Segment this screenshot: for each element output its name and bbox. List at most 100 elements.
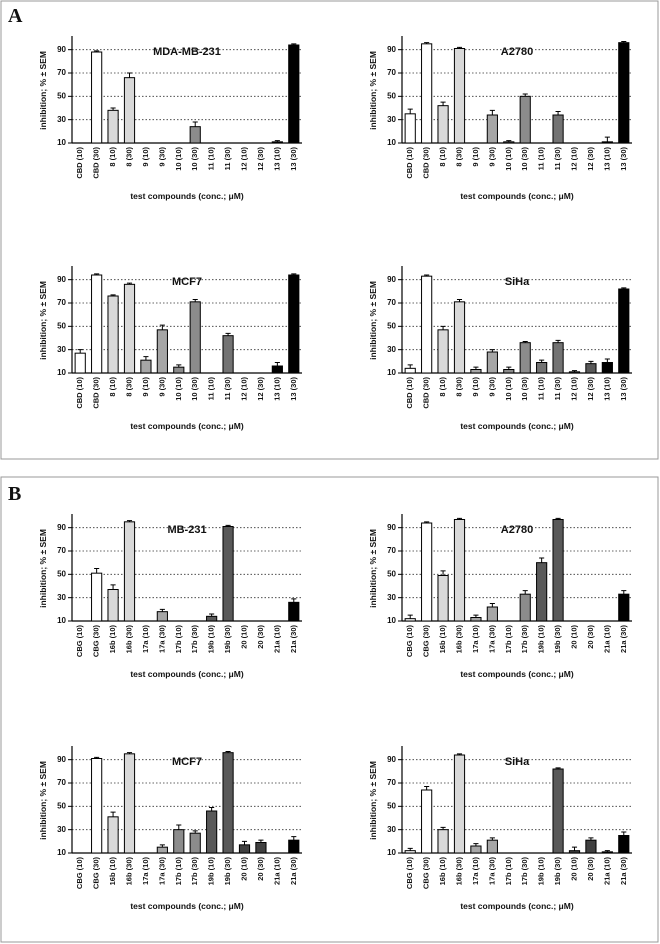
x-tick-label: CBG (30): [92, 625, 101, 658]
x-tick-label: 16b (10): [438, 625, 447, 654]
x-tick-label: 9 (30): [487, 376, 496, 396]
x-tick-label: 17a (10): [141, 857, 150, 885]
x-tick-label: 8 (30): [124, 146, 133, 166]
bar: [470, 845, 482, 854]
error-bar: [291, 43, 297, 45]
bar: [288, 274, 300, 374]
error-bar: [604, 136, 610, 142]
error-bar: [440, 826, 446, 830]
x-tick-label: 8 (10): [438, 376, 447, 396]
x-tick-label: 10 (30): [520, 146, 529, 170]
bar: [568, 371, 581, 374]
y-tick-label: 30: [387, 825, 396, 834]
y-tick-label: 90: [57, 275, 66, 284]
bar: [568, 850, 581, 854]
bar: [404, 367, 416, 374]
error-bar: [539, 359, 545, 363]
x-axis-label: test compounds (conc.; μM): [130, 191, 244, 201]
error-bar: [192, 299, 198, 302]
error-bar: [489, 837, 495, 841]
x-tick-label: 20 (30): [586, 856, 595, 880]
error-bar: [555, 339, 561, 343]
error-bar: [241, 840, 248, 845]
error-bar: [621, 41, 627, 43]
x-tick-label: 12 (30): [586, 146, 595, 170]
x-tick-label: 16b (10): [108, 857, 117, 886]
x-tick-label: 17b (30): [520, 625, 529, 654]
error-bar: [143, 356, 149, 361]
x-tick-label: 11 (10): [207, 377, 216, 401]
x-tick-label: CBD (30): [92, 376, 101, 408]
bar: [91, 572, 103, 622]
bar: [536, 562, 548, 622]
bar: [140, 359, 152, 374]
error-bar: [621, 287, 627, 289]
error-bar: [192, 121, 198, 127]
bar: [222, 752, 234, 854]
chart-title: MB-231: [167, 524, 206, 536]
bar: [536, 362, 548, 374]
x-tick-label: 11 (30): [553, 147, 562, 171]
bar: [421, 522, 433, 622]
x-tick-label: 10 (10): [504, 146, 513, 170]
x-axis-label: test compounds (conc.; μM): [130, 421, 244, 431]
bar: [206, 810, 218, 854]
y-tick-label: 90: [57, 523, 66, 532]
x-tick-label: 12 (30): [256, 376, 265, 400]
error-bar: [94, 568, 100, 574]
x-tick-label: 21a (30): [289, 857, 298, 885]
bar: [486, 114, 498, 144]
y-axis-label: inhibition; % ± SEM: [368, 529, 378, 608]
bar: [618, 835, 630, 854]
error-bar: [621, 831, 627, 836]
bar: [552, 114, 564, 144]
error-bar: [126, 752, 133, 754]
y-tick-label: 50: [57, 801, 66, 810]
bar: [437, 575, 449, 622]
x-tick-label: CBD (30): [92, 146, 101, 178]
x-tick-label: 11 (10): [537, 377, 546, 401]
bar: [222, 526, 234, 622]
x-tick-label: 19b (10): [207, 857, 216, 886]
error-bar: [209, 807, 215, 811]
x-tick-label: 17b (10): [174, 857, 183, 886]
error-bar: [126, 282, 133, 285]
x-tick-label: 8 (10): [108, 146, 117, 166]
y-tick-label: 50: [387, 91, 396, 100]
bar: [156, 329, 168, 374]
x-tick-label: 16b (30): [124, 857, 133, 886]
bar: [421, 43, 433, 144]
y-tick-label: 70: [387, 298, 396, 307]
y-tick-label: 10: [387, 616, 396, 625]
x-tick-label: 21a (10): [602, 625, 611, 653]
bar: [519, 342, 531, 374]
x-tick-label: 10 (30): [190, 376, 199, 400]
error-bar: [126, 72, 133, 78]
bar: [585, 363, 597, 374]
error-bar: [110, 584, 116, 590]
error-bar: [291, 836, 297, 841]
x-tick-label: 9 (30): [157, 146, 166, 166]
x-tick-label: 12 (10): [239, 376, 248, 400]
x-tick-label: CBD (30): [422, 376, 431, 408]
y-axis-label: inhibition; % ± SEM: [38, 761, 48, 840]
x-tick-label: 11 (30): [223, 147, 232, 171]
bar: [421, 275, 433, 374]
x-tick-label: CBD (30): [422, 146, 431, 178]
x-tick-label: 16b (30): [454, 625, 463, 654]
x-tick-label: 17a (10): [471, 625, 480, 653]
error-bar: [473, 614, 479, 618]
bar: [552, 342, 564, 374]
y-tick-label: 50: [57, 569, 66, 578]
bar: [601, 141, 613, 144]
bar: [173, 829, 185, 854]
x-tick-label: 20 (10): [239, 856, 248, 880]
error-bar: [506, 140, 512, 142]
y-tick-label: 70: [387, 68, 396, 77]
chart-title: SiHa: [505, 276, 530, 288]
error-bar: [555, 517, 561, 520]
error-bar: [225, 524, 231, 527]
error-bar: [407, 614, 413, 619]
x-tick-label: 8 (30): [454, 146, 463, 166]
y-axis-label: inhibition; % ± SEM: [38, 529, 48, 608]
